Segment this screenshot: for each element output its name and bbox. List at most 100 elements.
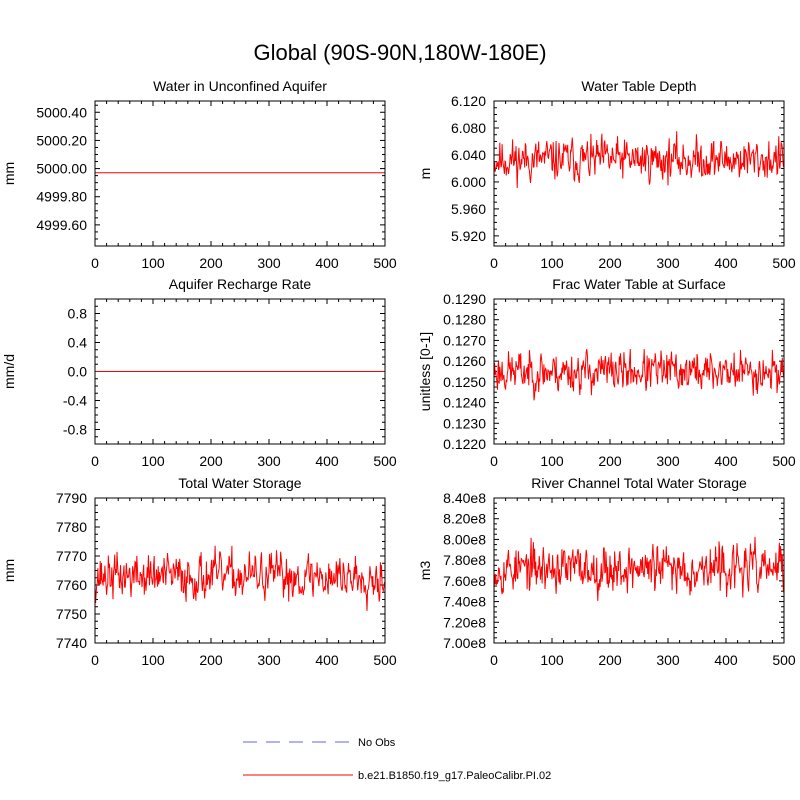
series-line-frac-water-table-at-surface (493, 348, 785, 401)
x-tick-label: 0 (91, 652, 99, 668)
y-tick-label: 4999.60 (36, 217, 87, 233)
x-tick-label: 0 (91, 453, 99, 469)
y-tick-label: 0.1270 (443, 332, 486, 348)
y-tick-label: 5.920 (451, 228, 486, 244)
x-tick-label: 300 (257, 652, 281, 668)
x-tick-label: 500 (373, 453, 397, 469)
legend-model-label: b.e21.B1850.f19_g17.PaleoCalibr.PI.02 (358, 770, 551, 782)
y-tick-label: 6.120 (451, 93, 486, 109)
panel-frac-water-table-at-surface: Frac Water Table at Surface unitless [0-1… (417, 276, 796, 469)
y-tick-label: 7.60e8 (443, 573, 486, 589)
y-tick-label: 0.8 (68, 306, 88, 322)
panel-title-river-channel-total-water-storage: River Channel Total Water Storage (531, 475, 747, 491)
x-tick-label: 0 (490, 255, 498, 271)
panel-aquifer-recharge-rate: Aquifer Recharge Rate mm/d 0 100 200 300 400 50… (1, 276, 397, 469)
series-line-water-table-depth (493, 131, 785, 189)
x-tick-label: 100 (141, 453, 165, 469)
y-tick-label: 7.00e8 (443, 635, 486, 651)
ylabel-frac-water-table-at-surface: unitless [0-1] (417, 332, 433, 411)
x-tick-label: 0 (490, 453, 498, 469)
x-tick-label: 200 (598, 453, 622, 469)
y-tick-label: 6.000 (451, 174, 486, 190)
y-tick-label: 7750 (56, 606, 87, 622)
x-tick-label: 400 (714, 652, 738, 668)
y-tick-label: -0.8 (63, 422, 87, 438)
y-tick-label: -0.4 (63, 393, 87, 409)
x-tick-label: 300 (257, 255, 281, 271)
panel-water-in-unconfined-aquifer: Water in Unconfined Aquifer mm 0 100 200 300 4… (1, 78, 397, 271)
x-tick-label: 300 (656, 453, 680, 469)
x-tick-label: 300 (257, 453, 281, 469)
y-tick-label: 5000.00 (36, 161, 87, 177)
legend-obs-label: No Obs (358, 737, 396, 749)
series-line-total-water-storage (94, 545, 386, 611)
x-tick-label: 500 (772, 453, 796, 469)
plot-frame-water-table-depth (493, 100, 785, 247)
x-tick-label: 200 (598, 255, 622, 271)
x-tick-label: 500 (373, 255, 397, 271)
x-tick-label: 200 (199, 652, 223, 668)
plot-frame-river-channel-total-water-storage (493, 497, 785, 644)
x-tick-label: 400 (714, 255, 738, 271)
y-tick-label: 0.1290 (443, 291, 486, 307)
y-tick-label: 8.40e8 (443, 490, 486, 506)
series-line-river-channel-total-water-storage (493, 536, 785, 601)
y-tick-label: 7770 (56, 548, 87, 564)
x-tick-label: 200 (199, 453, 223, 469)
x-tick-label: 500 (373, 652, 397, 668)
y-tick-label: 0.1250 (443, 374, 486, 390)
x-tick-label: 100 (540, 652, 564, 668)
y-tick-label: 7.20e8 (443, 614, 486, 630)
x-tick-label: 200 (598, 652, 622, 668)
plot-frame-aquifer-recharge-rate (94, 298, 386, 445)
x-tick-label: 100 (141, 652, 165, 668)
ylabel-water-table-depth: m (417, 168, 433, 180)
panels: Water in Unconfined Aquifer mm 0 100 200 300 4… (1, 78, 796, 668)
y-tick-label: 5000.40 (36, 104, 87, 120)
x-tick-label: 200 (199, 255, 223, 271)
panel-title-water-in-unconfined-aquifer: Water in Unconfined Aquifer (153, 78, 327, 94)
y-tick-label: 0.0 (68, 364, 88, 380)
y-tick-label: 8.00e8 (443, 531, 486, 547)
panel-title-aquifer-recharge-rate: Aquifer Recharge Rate (169, 276, 312, 292)
x-tick-label: 0 (91, 255, 99, 271)
x-tick-label: 400 (315, 255, 339, 271)
x-tick-label: 300 (656, 652, 680, 668)
y-tick-label: 7790 (56, 490, 87, 506)
y-tick-label: 4999.80 (36, 189, 87, 205)
ylabel-river-channel-total-water-storage: m3 (417, 561, 433, 581)
y-tick-label: 0.1280 (443, 312, 486, 328)
plot-frame-frac-water-table-at-surface (493, 298, 785, 445)
ylabel-total-water-storage: mm (1, 559, 17, 582)
x-tick-label: 100 (141, 255, 165, 271)
x-tick-label: 400 (714, 453, 738, 469)
x-tick-label: 300 (656, 255, 680, 271)
legend: No Obs b.e21.B1850.f19_g17.PaleoCalibr.P… (243, 737, 551, 782)
y-tick-label: 5000.20 (36, 132, 87, 148)
y-tick-label: 0.1220 (443, 436, 486, 452)
x-tick-label: 100 (540, 453, 564, 469)
y-tick-label: 0.4 (68, 335, 88, 351)
panel-title-total-water-storage: Total Water Storage (178, 475, 301, 491)
y-tick-label: 0.1260 (443, 353, 486, 369)
panel-total-water-storage: Total Water Storage mm 0 100 200 300 400 500 779… (1, 475, 397, 668)
y-tick-label: 5.960 (451, 201, 486, 217)
y-tick-label: 7760 (56, 577, 87, 593)
x-tick-label: 100 (540, 255, 564, 271)
plot-frame-water-in-unconfined-aquifer (94, 100, 386, 247)
x-tick-label: 400 (315, 453, 339, 469)
y-tick-label: 7.80e8 (443, 552, 486, 568)
plot-frame-total-water-storage (94, 497, 386, 644)
panel-title-frac-water-table-at-surface: Frac Water Table at Surface (552, 276, 726, 292)
y-tick-label: 0.1230 (443, 415, 486, 431)
y-tick-label: 7740 (56, 635, 87, 651)
y-tick-label: 6.080 (451, 120, 486, 136)
x-tick-label: 0 (490, 652, 498, 668)
x-tick-label: 500 (772, 255, 796, 271)
page-title: Global (90S-90N,180W-180E) (253, 40, 546, 65)
x-tick-label: 500 (772, 652, 796, 668)
y-tick-label: 7780 (56, 519, 87, 535)
panel-water-table-depth: Water Table Depth m 0 100 200 300 400 500 6.120 6… (417, 78, 796, 271)
y-tick-label: 6.040 (451, 147, 486, 163)
